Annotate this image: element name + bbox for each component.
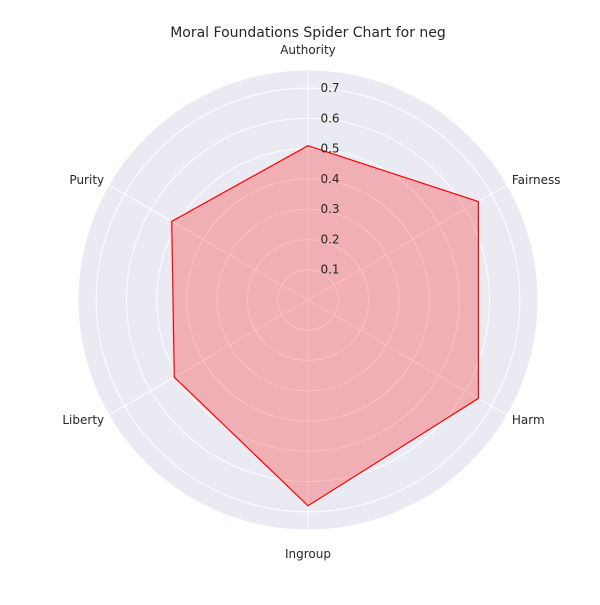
category-label-authority: Authority [280,43,336,57]
radial-tick-label: 0.1 [320,263,339,277]
radial-tick-label: 0.4 [320,172,339,186]
radial-tick-label: 0.2 [320,232,339,246]
category-label-purity: Purity [69,173,104,187]
category-label-ingroup: Ingroup [285,547,331,561]
category-label-fairness: Fairness [512,173,561,187]
radial-tick-label: 0.5 [320,142,339,156]
radial-tick-label: 0.3 [320,202,339,216]
chart-title: Moral Foundations Spider Chart for neg [170,25,446,41]
radial-tick-label: 0.6 [320,111,339,125]
radial-tick-label: 0.7 [320,81,339,95]
category-label-liberty: Liberty [62,413,104,427]
category-label-harm: Harm [512,413,545,427]
